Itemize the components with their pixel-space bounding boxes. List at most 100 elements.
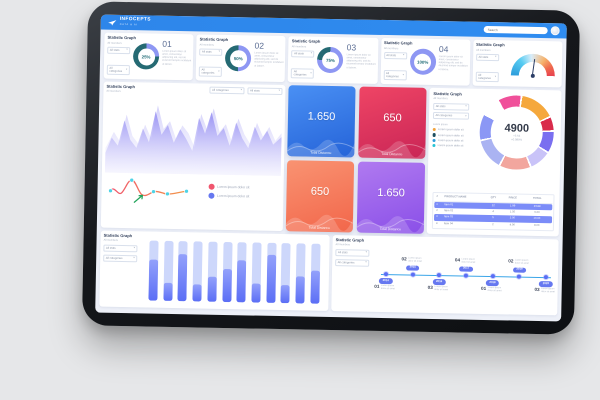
main-chart-card: Statistic Graph All members All categori… bbox=[100, 81, 286, 232]
stats-dropdown[interactable]: All stats ▾ bbox=[383, 51, 407, 60]
timeline-event: 2016 03 Lorem ipsum dolor sit amet bbox=[424, 277, 454, 292]
dashboard-screen: INFOCEPTS DATA & AI Statistic Graph All … bbox=[95, 14, 567, 322]
card-title: Statistic Graph bbox=[291, 38, 321, 44]
timeline-event: 02 Lorem ipsum dolor sit amet 2015 bbox=[398, 256, 428, 272]
categories-dropdown[interactable]: All categories ▾ bbox=[432, 112, 470, 120]
chevron-down-icon: ▾ bbox=[133, 256, 135, 260]
bar bbox=[207, 241, 218, 302]
timeline-dot bbox=[490, 274, 495, 279]
donut-delta-2: +0.080% bbox=[510, 136, 523, 142]
chevron-down-icon: ▾ bbox=[494, 75, 497, 79]
bar-chart-card: Statistic Graph All members All stats ▾ A… bbox=[99, 230, 330, 311]
event-index: 04 bbox=[454, 257, 461, 263]
kpi-card-orange: 650 Total Distance bbox=[285, 160, 355, 233]
table-row: 4 Item 04 2 4.00 8.00 bbox=[435, 221, 540, 227]
chevron-down-icon: ▾ bbox=[465, 104, 467, 108]
stats-dropdown[interactable]: All stats ▾ bbox=[475, 53, 500, 62]
stat-detail: 03 Lorem ipsum dolor sit amet, consectet… bbox=[346, 42, 376, 69]
categories-dropdown[interactable]: All categories ▾ bbox=[383, 70, 407, 81]
card-title: Statistic Graph bbox=[476, 41, 505, 48]
stats-dropdown[interactable]: All stats ▾ bbox=[103, 244, 138, 253]
year-badge: 2016 bbox=[432, 279, 446, 285]
progress-donut-chart: 100% bbox=[409, 48, 436, 75]
categories-dropdown[interactable]: All categories ▾ bbox=[335, 259, 370, 267]
stat-index: 03 bbox=[346, 42, 357, 53]
donut-percent-label: 25% bbox=[137, 47, 155, 66]
card-title: Statistic Graph bbox=[383, 39, 413, 46]
card-subtitle: All members bbox=[103, 238, 119, 242]
stat-index: 04 bbox=[438, 44, 449, 55]
share-donut-card: Statistic Graph All members All stats ▾ A… bbox=[426, 87, 562, 237]
arrow-up-icon bbox=[133, 194, 144, 203]
bar-chart bbox=[146, 234, 326, 307]
stats-dropdown[interactable]: All stats ▾ bbox=[291, 50, 315, 58]
mini-line-chart bbox=[108, 177, 189, 203]
kpi-value: 1.650 bbox=[377, 186, 405, 199]
chevron-down-icon: ▾ bbox=[402, 53, 405, 57]
timeline-event: 2014 01 Lorem ipsum dolor sit amet bbox=[371, 276, 401, 291]
chevron-down-icon: ▾ bbox=[365, 260, 367, 264]
card-subtitle: All members bbox=[199, 42, 214, 47]
stat-card-3: Statistic Graph All members All stats ▾ A… bbox=[288, 36, 379, 84]
main-row: Statistic Graph All members All categori… bbox=[100, 81, 562, 237]
timeline-event: 2020 03 Lorem ipsum dolor sit amet bbox=[531, 279, 561, 294]
card-subtitle: All members bbox=[291, 44, 307, 49]
bar bbox=[148, 240, 159, 301]
kpi-card-blue: 1.650 Total Distance bbox=[287, 85, 356, 158]
categories-dropdown[interactable]: All categories ▾ bbox=[106, 65, 130, 76]
card-subtitle: All members bbox=[476, 48, 491, 52]
stat-detail: 01 Lorem ipsum dolor sit amet, consectet… bbox=[162, 39, 192, 66]
stats-dropdown[interactable]: All stats ▾ bbox=[335, 249, 370, 257]
profile-avatar[interactable] bbox=[550, 26, 560, 36]
chevron-down-icon: ▾ bbox=[240, 88, 243, 92]
stats-dropdown[interactable]: All stats ▾ bbox=[247, 87, 283, 95]
legend-dot bbox=[432, 128, 436, 132]
legend-dot-red bbox=[208, 183, 215, 190]
legend-label: Lorem ipsum dolor sit bbox=[217, 184, 250, 190]
legend-label: Lorem ipsum dolor sit bbox=[437, 133, 464, 138]
wave-decoration bbox=[287, 139, 355, 158]
legend-item: Lorem ipsum dolor sit bbox=[208, 183, 250, 190]
categories-dropdown[interactable]: All categories ▾ bbox=[291, 68, 315, 79]
event-index: 01 bbox=[374, 283, 380, 289]
chevron-down-icon: ▾ bbox=[126, 48, 128, 52]
stat-detail: 02 Lorem ipsum dolor sit amet, consectet… bbox=[254, 41, 284, 68]
categories-dropdown[interactable]: All categories ▾ bbox=[103, 254, 138, 263]
mini-trend-section: Lorem ipsum dolor sit Lorem ipsum dolor … bbox=[104, 174, 281, 207]
year-badge: 2020 bbox=[539, 281, 553, 287]
chevron-down-icon: ▾ bbox=[126, 67, 128, 71]
donut-percent-label: 75% bbox=[321, 51, 340, 69]
chevron-down-icon: ▾ bbox=[465, 114, 467, 118]
categories-dropdown[interactable]: All categories ▾ bbox=[475, 72, 499, 83]
timeline-card-controls: Statistic Graph All members All stats ▾ A… bbox=[334, 237, 375, 309]
timeline-dot bbox=[383, 272, 388, 277]
event-text: Lorem ipsum dolor sit amet bbox=[541, 288, 555, 294]
event-text: Lorem ipsum dolor sit amet bbox=[461, 258, 476, 264]
timeline-dot bbox=[437, 273, 442, 278]
kpi-value: 650 bbox=[310, 185, 330, 198]
kpi-card-purple: 1.650 Total Distance bbox=[356, 161, 426, 234]
bar bbox=[236, 242, 247, 303]
tablet-device-frame: INFOCEPTS DATA & AI Statistic Graph All … bbox=[81, 1, 581, 335]
wave-decoration bbox=[356, 216, 425, 234]
chevron-down-icon: ▾ bbox=[365, 250, 367, 254]
kpi-value: 650 bbox=[383, 111, 402, 124]
stat-card-2: Statistic Graph All members All stats ▾ A… bbox=[195, 34, 286, 83]
stats-dropdown[interactable]: All stats ▾ bbox=[107, 46, 131, 54]
bar bbox=[295, 243, 306, 304]
chevron-down-icon: ▾ bbox=[133, 246, 135, 250]
stats-dropdown[interactable]: All stats ▾ bbox=[433, 103, 470, 111]
search-input[interactable] bbox=[483, 25, 548, 35]
bar bbox=[177, 241, 189, 302]
legend-dot bbox=[432, 133, 436, 137]
categories-dropdown[interactable]: All categories ▾ bbox=[209, 86, 245, 95]
bar bbox=[266, 242, 277, 303]
bar-card-controls: Statistic Graph All members All stats ▾ A… bbox=[102, 233, 143, 305]
brand-tagline: DATA & AI bbox=[119, 23, 138, 27]
donut-percent-label: 50% bbox=[229, 49, 247, 67]
wave-decoration bbox=[285, 214, 354, 233]
timeline-event: 02 Lorem ipsum dolor sit amet 2019 bbox=[504, 258, 534, 274]
categories-dropdown[interactable]: All categories ▾ bbox=[198, 66, 223, 77]
stats-dropdown[interactable]: All stats ▾ bbox=[199, 48, 223, 56]
event-text: Lorem ipsum dolor sit amet bbox=[380, 284, 395, 291]
